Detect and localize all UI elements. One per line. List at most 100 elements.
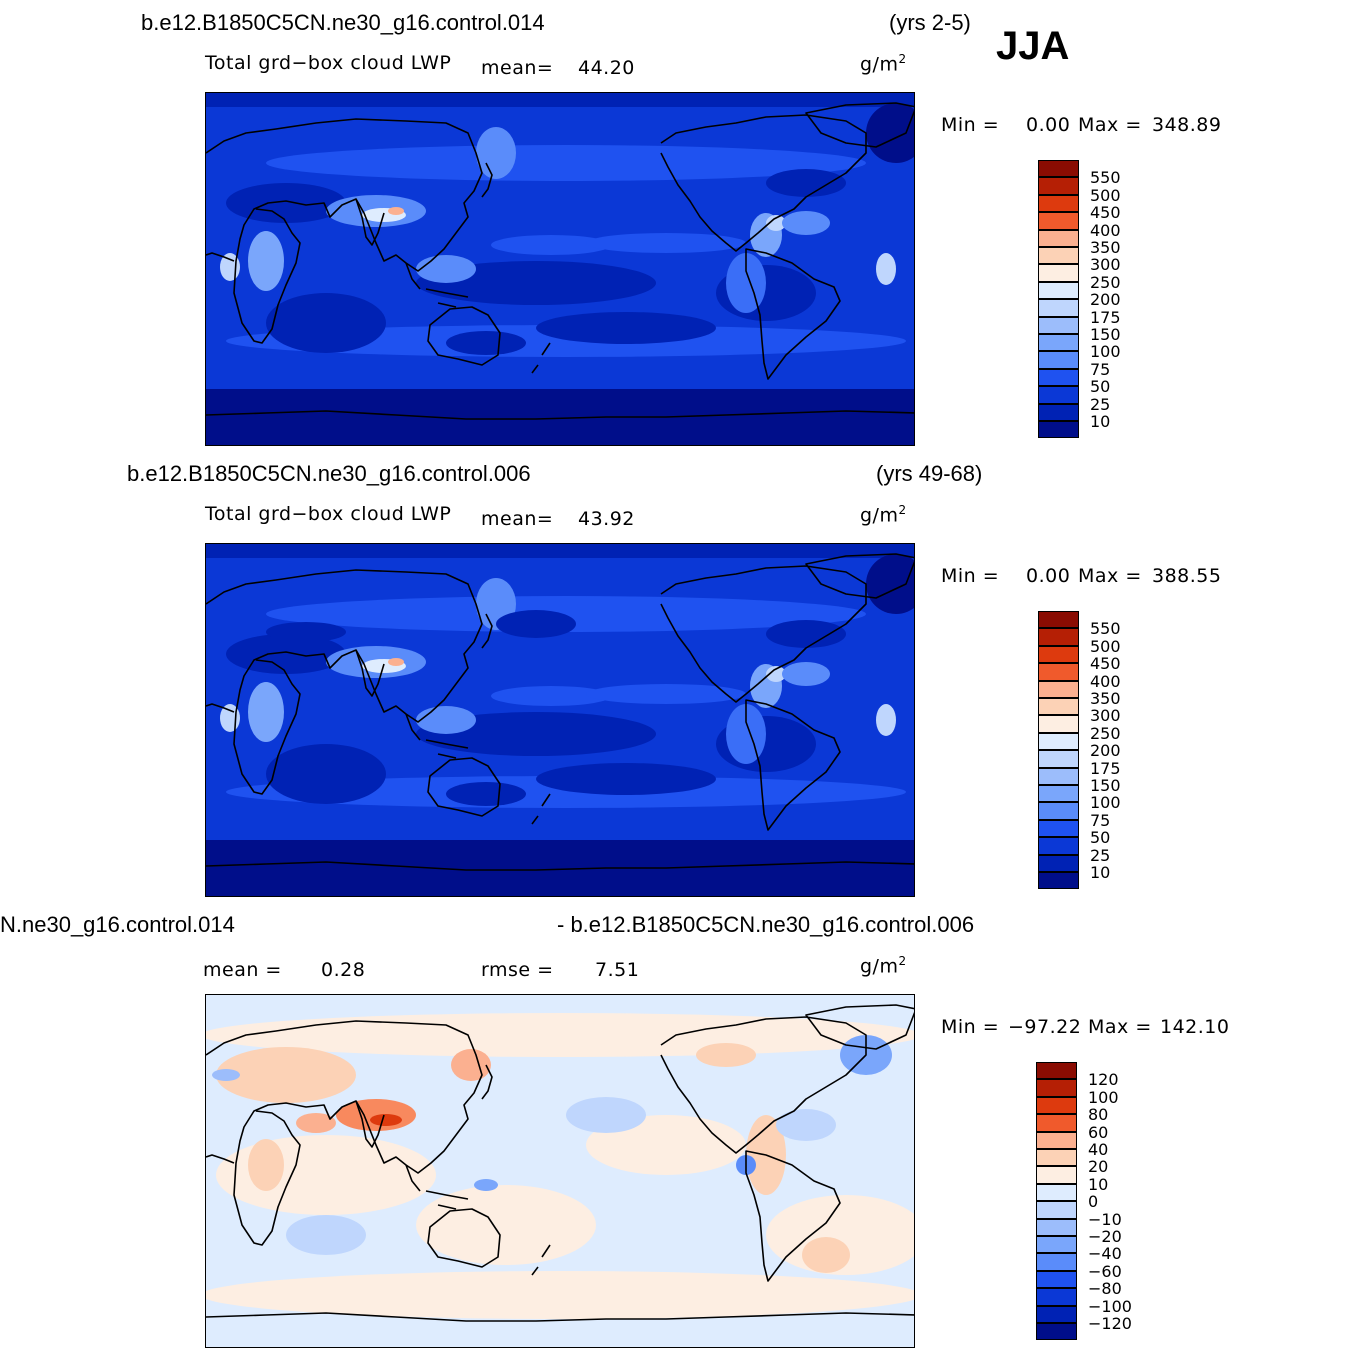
colorbar-swatch xyxy=(1036,1218,1077,1236)
colorbar-swatch xyxy=(1038,732,1079,751)
colorbar-swatch xyxy=(1036,1114,1077,1132)
colorbar-tick-label: 300 xyxy=(1090,255,1121,275)
colorbar-tick-label: 350 xyxy=(1090,238,1121,257)
colorbar-tick-label: 550 xyxy=(1090,619,1121,639)
colorbar-tick-label: 10 xyxy=(1088,1174,1109,1194)
colorbar-tick-label: 450 xyxy=(1090,654,1121,674)
colorbar-tick-label: −120 xyxy=(1088,1314,1132,1333)
colorbar-tick-label: 50 xyxy=(1090,828,1111,848)
coastline xyxy=(437,302,457,308)
colorbar-tick-label: 75 xyxy=(1090,359,1111,379)
coastline xyxy=(531,815,539,825)
coastline xyxy=(206,861,914,871)
colorbar-swatch xyxy=(1038,281,1079,300)
colorbar-tick-label: 120 xyxy=(1088,1070,1119,1090)
panel2-map xyxy=(205,543,915,897)
panel1-max-label: Max = xyxy=(1078,114,1142,136)
colorbar-swatch xyxy=(1036,1323,1077,1341)
coastline xyxy=(481,162,493,198)
colorbar-tick-label: 450 xyxy=(1090,203,1121,223)
colorbar-swatch xyxy=(1038,872,1079,890)
colorbar-swatch xyxy=(1038,421,1079,439)
contour-patch xyxy=(446,331,526,355)
colorbar-tick-label: −80 xyxy=(1088,1279,1122,1299)
colorbar-tick-label: 25 xyxy=(1090,845,1111,865)
colorbar-tick-label: −100 xyxy=(1088,1296,1132,1316)
coastline xyxy=(206,410,914,420)
colorbar-swatch xyxy=(1036,1149,1077,1167)
panel2-mean-label: mean= xyxy=(481,508,554,530)
coastline xyxy=(425,1190,469,1200)
colorbar-tick-label: 60 xyxy=(1088,1122,1109,1142)
colorbar-swatch xyxy=(1038,247,1079,265)
colorbar-swatch xyxy=(1036,1079,1077,1097)
coastline xyxy=(427,306,501,366)
colorbar-swatch xyxy=(1036,1062,1077,1080)
colorbar-tick-label: −60 xyxy=(1088,1261,1122,1281)
colorbar-swatch xyxy=(1036,1288,1077,1306)
coastline xyxy=(805,102,914,148)
colorbar-swatch xyxy=(1038,802,1079,820)
colorbar-swatch xyxy=(1038,663,1079,681)
coastline xyxy=(660,114,867,252)
contour-patch xyxy=(416,1185,596,1265)
contour-patch xyxy=(802,1237,850,1273)
colorbar-swatch xyxy=(1038,767,1079,785)
colorbar-swatch xyxy=(1038,177,1079,195)
coastline xyxy=(745,699,841,831)
panel3-min-label: Min = xyxy=(941,1016,1000,1038)
contour-patch xyxy=(226,776,906,808)
colorbar-swatch xyxy=(1038,368,1079,387)
colorbar-swatch xyxy=(1038,160,1079,178)
season-label: JJA xyxy=(996,24,1070,68)
contour-band xyxy=(206,93,914,107)
colorbar-swatch xyxy=(1038,351,1079,369)
panel2-max-label: Max = xyxy=(1078,565,1142,587)
colorbar-tick-label: 100 xyxy=(1090,342,1121,362)
colorbar-tick-label: 40 xyxy=(1088,1140,1109,1159)
coastline xyxy=(405,1164,421,1192)
contour-patch xyxy=(266,596,866,632)
colorbar-swatch xyxy=(1036,1201,1077,1219)
contour-band xyxy=(206,389,914,445)
contour-patch xyxy=(766,666,786,682)
contour-patch xyxy=(491,235,611,255)
contour-patch xyxy=(782,662,830,686)
contour-patch xyxy=(476,127,516,179)
colorbar-tick-label: 150 xyxy=(1090,776,1121,795)
panel1-map xyxy=(205,92,915,446)
contour-patch xyxy=(566,1097,646,1133)
coastline xyxy=(425,288,469,298)
colorbar-swatch xyxy=(1038,316,1079,334)
contour-patch xyxy=(248,231,284,291)
panel3-map xyxy=(205,994,915,1348)
coastline xyxy=(425,739,469,749)
coastline xyxy=(427,757,501,817)
coastline xyxy=(405,262,421,290)
colorbar-tick-label: 10 xyxy=(1090,863,1111,882)
contour-patch xyxy=(586,684,746,704)
panel2-map-plot xyxy=(206,544,914,896)
colorbar-swatch xyxy=(1036,1096,1077,1115)
colorbar-tick-label: 25 xyxy=(1090,394,1111,414)
panel3-mean-value: 0.28 xyxy=(321,959,366,981)
panel1-min-label: Min = xyxy=(941,114,1000,136)
panel3-max-label: Max = xyxy=(1088,1016,1152,1038)
colorbar-tick-label: 80 xyxy=(1088,1105,1109,1125)
colorbar-swatch xyxy=(1038,386,1079,404)
coastline xyxy=(745,248,841,380)
contour-patch xyxy=(206,1271,914,1319)
colorbar-tick-label: −40 xyxy=(1088,1244,1122,1264)
contour-patch xyxy=(286,1215,366,1255)
colorbar-tick-label: 250 xyxy=(1090,723,1121,743)
contour-patch xyxy=(416,255,476,283)
panel3-case-right: - b.e12.B1850C5CN.ne30_g16.control.006 xyxy=(557,912,975,937)
panel1-case-title: b.e12.B1850C5CN.ne30_g16.control.014 xyxy=(141,10,545,35)
colorbar-tick-label: 200 xyxy=(1090,741,1121,761)
colorbar-swatch xyxy=(1038,628,1079,646)
colorbar-swatch xyxy=(1038,837,1079,855)
contour-patch xyxy=(416,712,656,756)
panel3-mean-label: mean = xyxy=(203,959,282,981)
colorbar-tick-label: 50 xyxy=(1090,377,1111,397)
colorbar-swatch xyxy=(1038,819,1079,838)
